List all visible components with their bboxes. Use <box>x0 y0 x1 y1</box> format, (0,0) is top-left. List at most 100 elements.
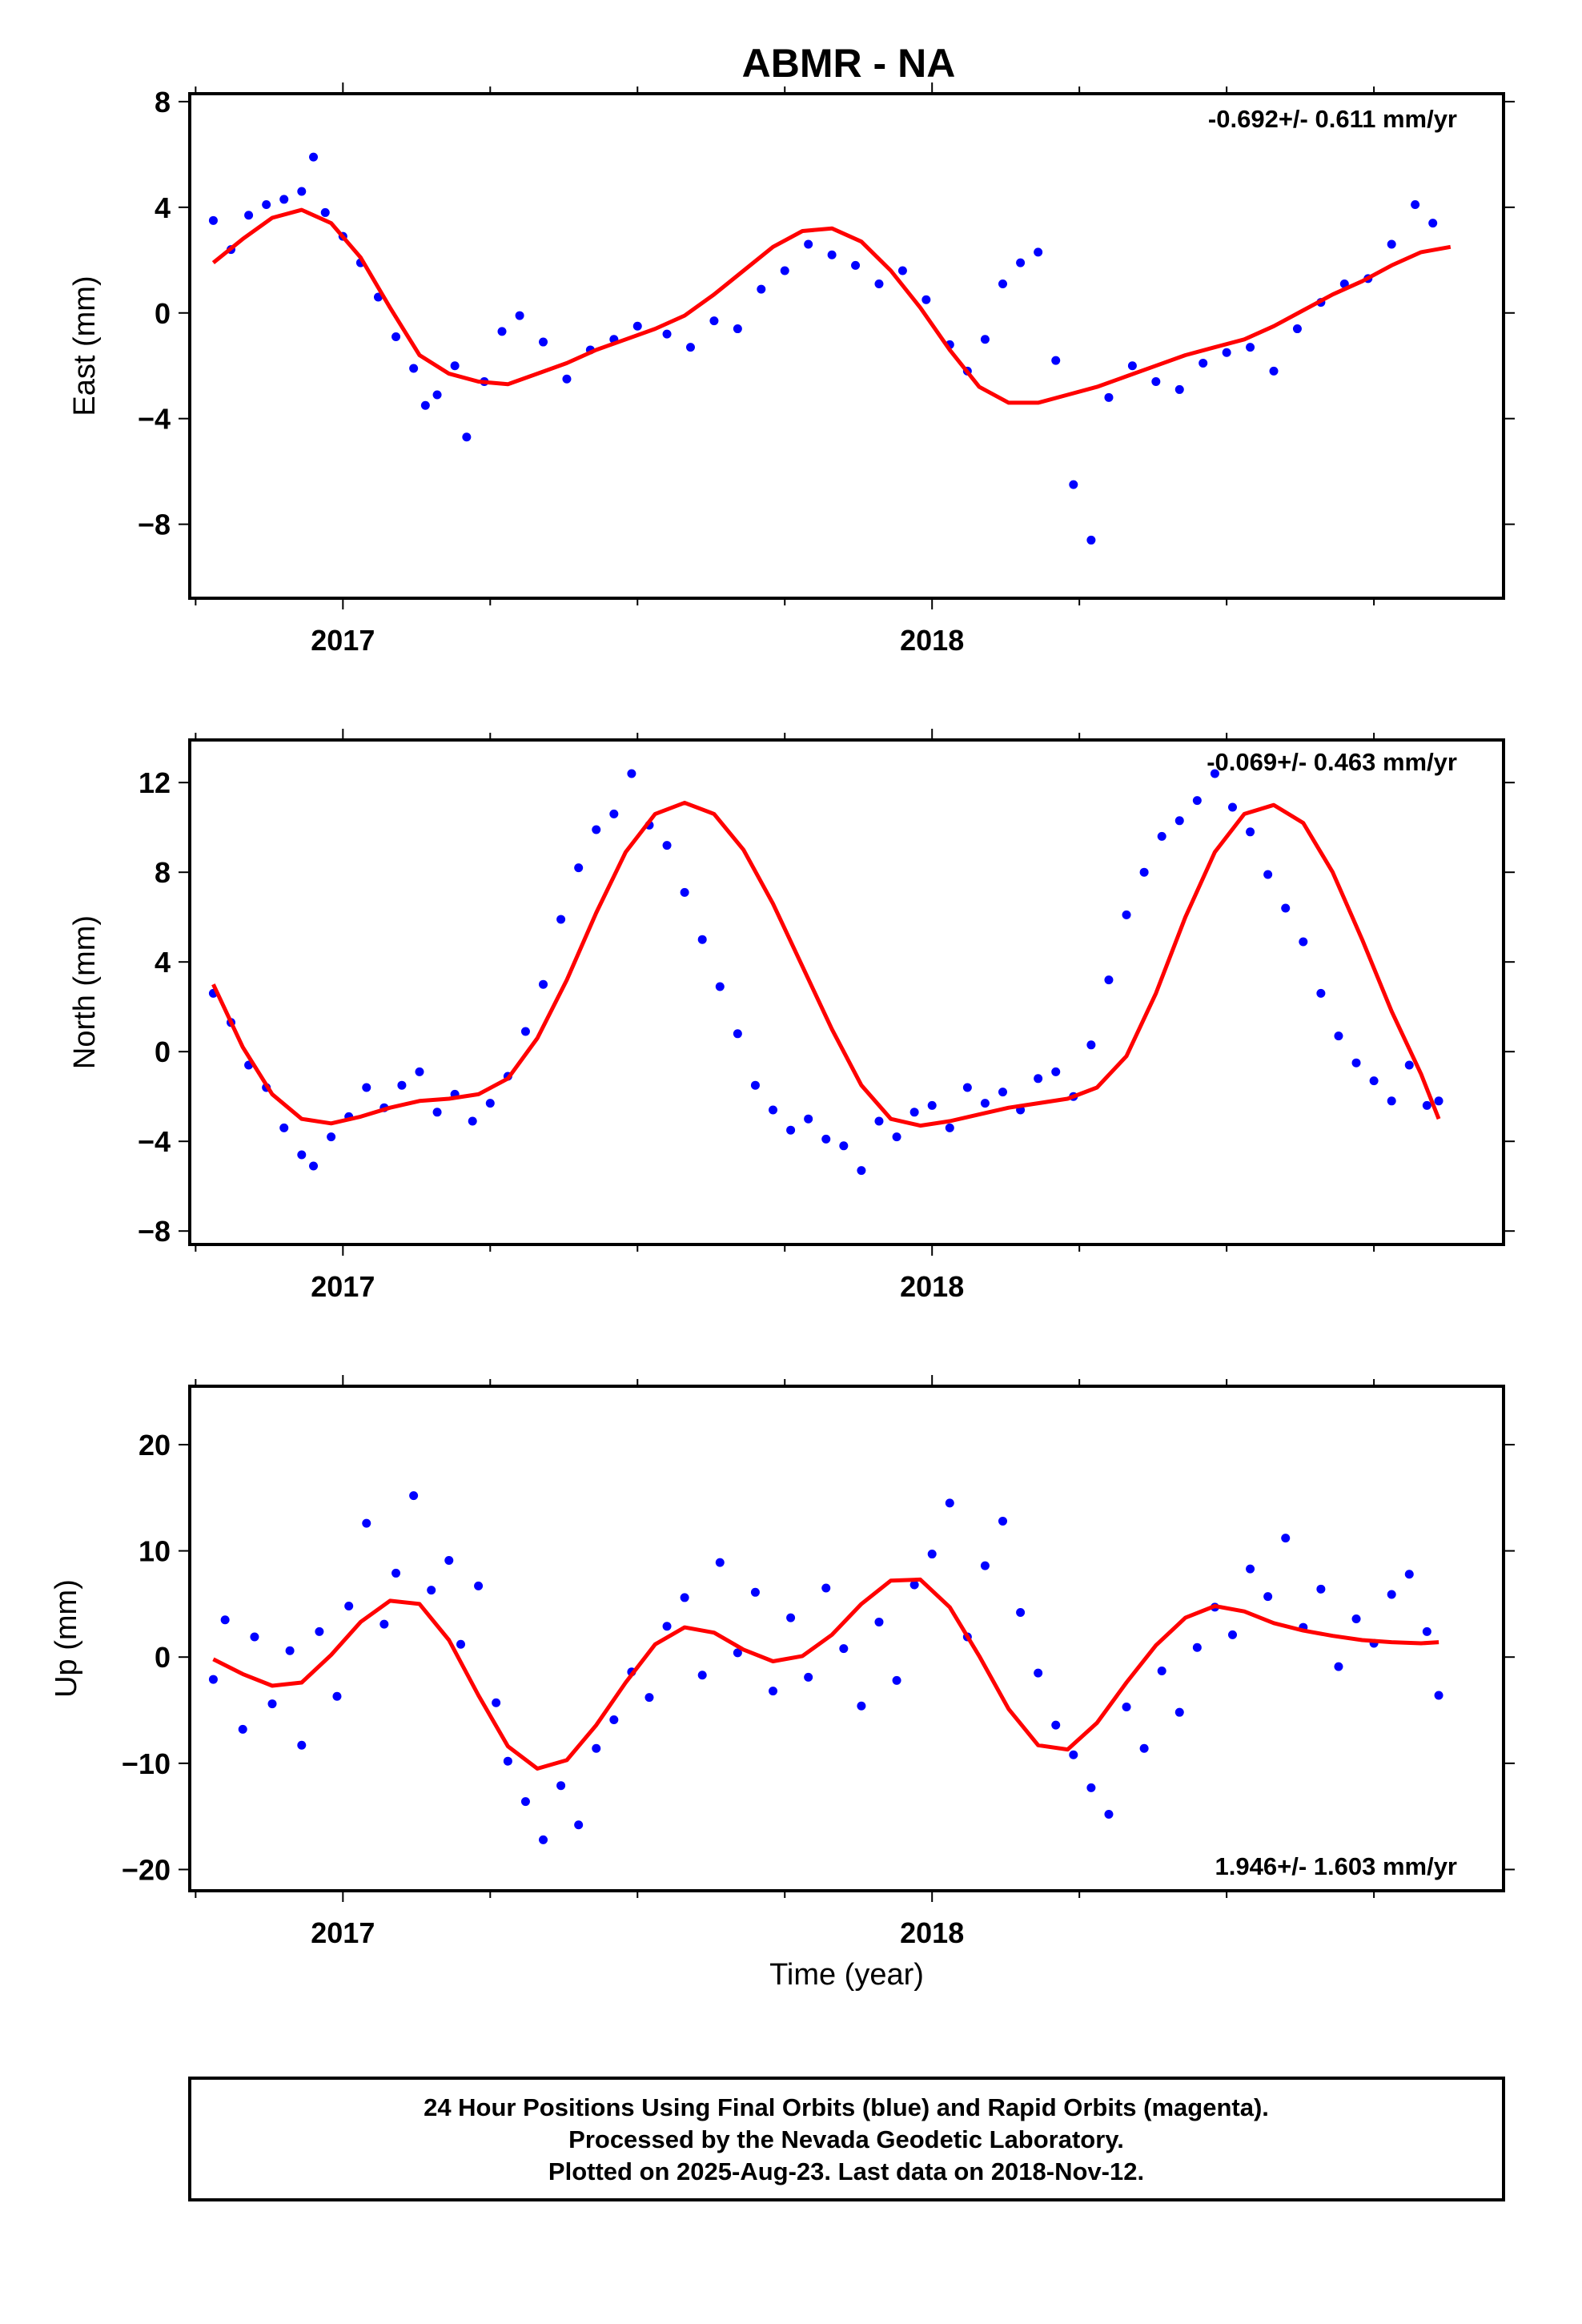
east-y-axis-label: East (mm) <box>68 275 102 416</box>
up-data-point <box>474 1581 484 1590</box>
east-data-point <box>539 337 548 347</box>
up-data-point <box>1139 1743 1149 1753</box>
east-data-point <box>1034 247 1043 257</box>
up-data-point <box>680 1593 689 1602</box>
north-model-curve <box>211 800 1441 1128</box>
north-data-point <box>1434 1096 1443 1106</box>
east-data-point <box>1016 258 1026 267</box>
up-data-point <box>733 1648 742 1658</box>
east-data-point <box>1246 343 1255 352</box>
up-data-point <box>1422 1626 1431 1636</box>
north-panel: 2017 2018 −8 −4 0 4 8 12 North (mm) -0.069+/- 0.4… <box>68 729 1515 1303</box>
north-data-point <box>1334 1031 1343 1041</box>
up-data-point <box>409 1491 419 1501</box>
east-y-tick-label: 0 <box>155 297 171 330</box>
up-data-point <box>839 1644 849 1654</box>
north-data-point <box>627 769 636 778</box>
east-data-point <box>780 266 789 275</box>
north-data-point <box>1034 1074 1043 1084</box>
north-data-point <box>556 915 566 924</box>
up-y-tick-label: 20 <box>139 1429 171 1462</box>
north-data-point <box>750 1080 760 1090</box>
up-data-point <box>503 1756 512 1766</box>
footer-line-3: Plotted on 2025-Aug-23. Last data on 201… <box>548 2157 1144 2185</box>
north-data-point <box>1086 1040 1096 1050</box>
page-title: ABMR - NA <box>742 41 956 86</box>
up-data-point <box>715 1558 725 1567</box>
north-data-point <box>1351 1058 1361 1068</box>
north-data-point <box>1104 975 1114 985</box>
east-model-curve <box>211 207 1452 405</box>
east-data-point <box>409 364 419 373</box>
up-data-point <box>556 1781 566 1791</box>
up-data-point <box>821 1583 831 1593</box>
up-y-tick-label: 0 <box>155 1641 171 1674</box>
up-data-point <box>315 1626 324 1636</box>
east-panel: 2017 2018 −8 −4 0 4 8 East (mm) -0.692+/- 0.611 … <box>68 82 1515 657</box>
north-data-point <box>962 1083 972 1092</box>
east-data-point <box>1387 239 1396 249</box>
north-y-tick-label: 8 <box>155 856 171 889</box>
footer-frame <box>188 2077 1505 2201</box>
up-y-axis-label: Up (mm) <box>50 1579 83 1698</box>
up-data-point <box>874 1617 884 1626</box>
north-data-point <box>786 1125 796 1135</box>
east-data-point <box>1222 348 1231 357</box>
north-y-tick-label: 0 <box>155 1035 171 1068</box>
north-data-point <box>1369 1076 1379 1086</box>
up-data-point <box>1122 1703 1131 1712</box>
east-data-point <box>1174 384 1184 394</box>
up-data-point <box>1434 1691 1443 1700</box>
up-data-point <box>1316 1584 1326 1594</box>
up-data-point <box>1351 1614 1361 1623</box>
up-plot-area <box>208 1491 1443 1844</box>
up-y-tick-label: 10 <box>139 1535 171 1568</box>
east-data-point <box>1051 356 1061 365</box>
north-data-point <box>945 1123 954 1132</box>
up-data-point <box>1034 1668 1043 1678</box>
up-x-tick-label: 2017 <box>311 1916 375 1949</box>
east-data-point <box>1104 392 1114 402</box>
north-data-point <box>539 979 548 989</box>
east-data-point <box>998 279 1008 288</box>
east-y-tick-label: −8 <box>138 509 171 541</box>
north-data-point <box>1316 988 1326 998</box>
north-data-point <box>574 863 584 873</box>
north-data-point <box>1404 1060 1414 1070</box>
up-data-point <box>1157 1666 1166 1675</box>
north-data-point <box>874 1116 884 1126</box>
up-data-point <box>998 1516 1008 1526</box>
north-data-point <box>715 982 725 991</box>
north-data-point <box>857 1166 866 1176</box>
up-data-point <box>1404 1570 1414 1579</box>
north-data-point <box>485 1099 495 1108</box>
up-data-point <box>1227 1630 1237 1639</box>
up-data-point <box>332 1691 342 1701</box>
north-data-point <box>1227 802 1237 812</box>
up-data-point <box>444 1556 454 1566</box>
up-data-point <box>208 1675 218 1684</box>
east-data-point <box>804 239 813 249</box>
east-data-point <box>757 284 766 294</box>
east-data-point <box>262 200 271 210</box>
north-data-point <box>1281 903 1291 913</box>
east-data-point <box>420 400 430 410</box>
north-data-point <box>1192 796 1202 806</box>
north-x-tick-label: 2017 <box>311 1270 375 1303</box>
north-data-point <box>592 825 601 834</box>
up-data-point <box>1334 1662 1343 1671</box>
north-data-point <box>697 935 707 944</box>
east-data-point <box>874 279 884 288</box>
north-data-point <box>362 1083 371 1092</box>
east-data-point <box>497 327 507 336</box>
up-data-point <box>220 1615 230 1625</box>
footer-box: 24 Hour Positions Using Final Orbits (bl… <box>188 2077 1505 2201</box>
north-data-point <box>680 887 689 897</box>
north-data-point <box>609 809 619 818</box>
north-data-point <box>1174 816 1184 826</box>
up-data-point <box>786 1613 796 1622</box>
up-data-point <box>574 1820 584 1830</box>
east-data-point <box>432 390 442 400</box>
north-data-point <box>397 1080 407 1090</box>
north-data-point <box>662 841 672 850</box>
